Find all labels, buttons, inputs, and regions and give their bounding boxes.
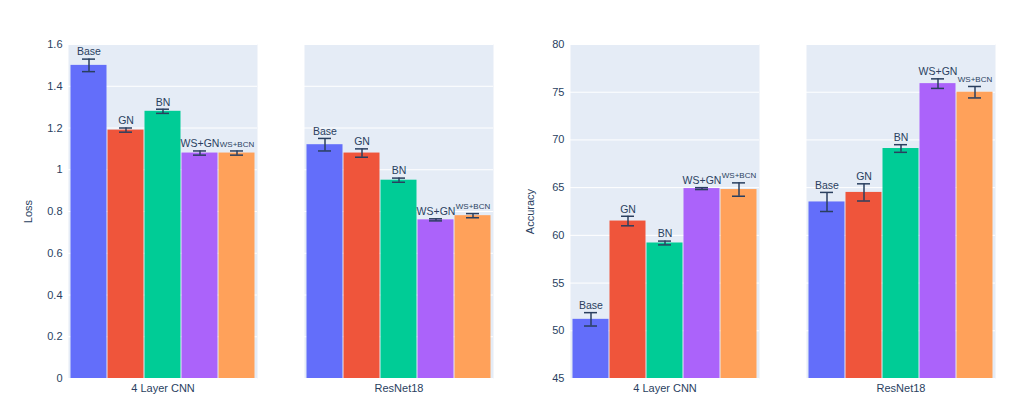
- svg-text:4 Layer CNN: 4 Layer CNN: [633, 382, 697, 394]
- svg-text:WS+GN: WS+GN: [417, 205, 456, 217]
- svg-text:WS+GN: WS+GN: [683, 174, 722, 186]
- svg-text:BN: BN: [658, 227, 673, 239]
- svg-text:GN: GN: [856, 170, 872, 182]
- svg-text:BN: BN: [392, 164, 407, 176]
- svg-text:WS+BCN: WS+BCN: [456, 202, 491, 211]
- svg-text:Base: Base: [579, 299, 603, 311]
- svg-text:0.2: 0.2: [47, 330, 62, 342]
- svg-text:50: 50: [552, 324, 564, 336]
- svg-text:WS+BCN: WS+BCN: [220, 140, 255, 149]
- svg-text:Base: Base: [313, 125, 337, 137]
- svg-text:ResNet18: ResNet18: [375, 382, 424, 394]
- svg-text:ResNet18: ResNet18: [877, 382, 926, 394]
- svg-text:1.4: 1.4: [47, 80, 62, 92]
- svg-text:1.6: 1.6: [47, 38, 62, 50]
- svg-text:GN: GN: [118, 114, 134, 126]
- svg-text:4 Layer CNN: 4 Layer CNN: [131, 382, 195, 394]
- svg-text:1.2: 1.2: [47, 122, 62, 134]
- svg-text:WS+GN: WS+GN: [181, 137, 220, 149]
- svg-text:0.8: 0.8: [47, 205, 62, 217]
- svg-text:55: 55: [552, 277, 564, 289]
- svg-text:BN: BN: [156, 96, 171, 108]
- svg-text:75: 75: [552, 86, 564, 98]
- svg-text:GN: GN: [354, 135, 370, 147]
- svg-text:WS+GN: WS+GN: [919, 65, 958, 77]
- svg-text:0: 0: [56, 372, 62, 384]
- svg-text:Accuracy: Accuracy: [524, 188, 536, 234]
- svg-text:BN: BN: [894, 131, 909, 143]
- svg-text:65: 65: [552, 181, 564, 193]
- svg-text:0.6: 0.6: [47, 247, 62, 259]
- svg-text:80: 80: [552, 38, 564, 50]
- svg-text:70: 70: [552, 133, 564, 145]
- svg-text:Loss: Loss: [22, 199, 34, 223]
- svg-text:GN: GN: [620, 203, 636, 215]
- svg-text:60: 60: [552, 229, 564, 241]
- svg-text:WS+BCN: WS+BCN: [722, 171, 757, 180]
- svg-text:Base: Base: [77, 45, 101, 57]
- svg-text:0.4: 0.4: [47, 289, 62, 301]
- svg-text:WS+BCN: WS+BCN: [958, 75, 993, 84]
- svg-text:Base: Base: [815, 179, 839, 191]
- svg-text:1: 1: [56, 163, 62, 175]
- svg-text:45: 45: [552, 372, 564, 384]
